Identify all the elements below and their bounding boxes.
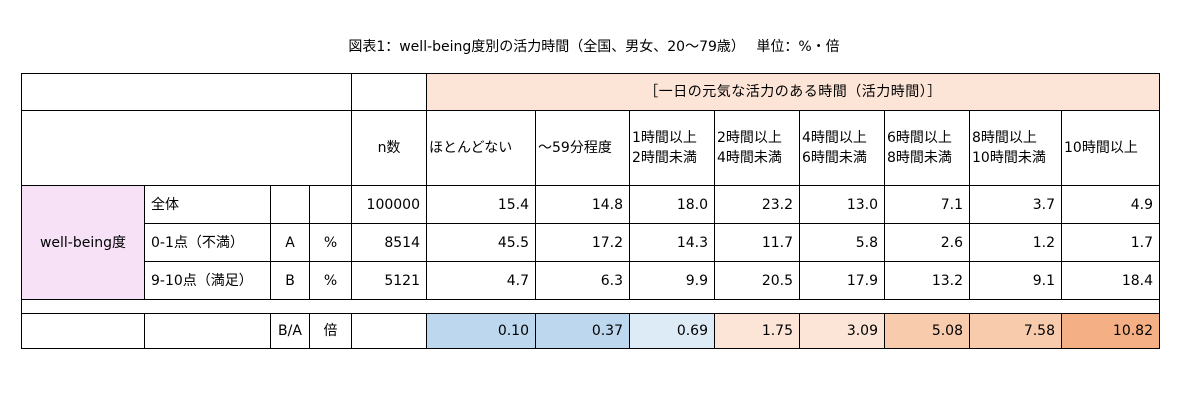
column-header: 6時間以上 8時間未満	[884, 110, 970, 186]
value-cell: 5.8	[799, 223, 885, 262]
ratio-value-cell: 1.75	[714, 313, 800, 349]
value-cell: 14.3	[629, 223, 715, 262]
value-cell: 17.9	[799, 261, 885, 300]
header-row-columns: n数 ほとんどない ～59分程度 1時間以上 2時間未満 2時間以上 4時間未満 4…	[21, 110, 1160, 186]
value-cell: 13.2	[884, 261, 970, 300]
table-row: well-being度 全体 100000 15.4 14.8 18.0 23.…	[21, 185, 1160, 300]
column-header: 4時間以上 6時間未満	[799, 110, 885, 186]
data-table: ［一日の元気な活力のある時間（活力時間）］ n数 ほとんどない ～59分程度 1…	[21, 73, 1160, 349]
value-cell: 1.2	[969, 223, 1062, 262]
value-cell: 45.5	[426, 223, 536, 262]
value-cell: 15.4	[426, 185, 536, 224]
row-code: B	[270, 261, 310, 300]
value-cell: 6.3	[535, 261, 630, 300]
ratio-value-cell: 10.82	[1061, 313, 1160, 349]
corner-cell	[21, 73, 352, 111]
value-cell: 4.7	[426, 261, 536, 300]
ratio-value-cell: 0.37	[535, 313, 630, 349]
ratio-value-cell: 0.69	[629, 313, 715, 349]
n-cell: 8514	[351, 223, 427, 262]
row-label: 全体	[144, 185, 271, 224]
row-unit	[309, 185, 352, 224]
ratio-value-cell: 0.10	[426, 313, 536, 349]
spacer-cell	[21, 299, 1160, 314]
header-row-top: ［一日の元気な活力のある時間（活力時間）］	[21, 73, 1160, 111]
n-cell: 100000	[351, 185, 427, 224]
column-header: ～59分程度	[535, 110, 630, 186]
blank-cell	[144, 313, 271, 349]
blank-cell	[21, 313, 145, 349]
table-row: 0-1点（不満） A % 8514 45.5 17.2 14.3 11.7 5.…	[22, 223, 1160, 262]
value-cell: 18.4	[1061, 261, 1160, 300]
row-unit: %	[309, 261, 352, 300]
value-cell: 18.0	[629, 185, 715, 224]
row-unit: %	[309, 223, 352, 262]
ratio-unit: 倍	[309, 313, 352, 349]
value-cell: 4.9	[1061, 185, 1160, 224]
value-cell: 23.2	[714, 185, 800, 224]
value-cell: 2.6	[884, 223, 970, 262]
column-header: 1時間以上 2時間未満	[629, 110, 715, 186]
value-cell: 13.0	[799, 185, 885, 224]
value-cell: 9.1	[969, 261, 1062, 300]
spacer-row	[21, 299, 1160, 314]
row-label: 0-1点（不満）	[144, 223, 271, 262]
column-header: 8時間以上 10時間未満	[969, 110, 1062, 186]
value-cell: 1.7	[1061, 223, 1160, 262]
value-cell: 9.9	[629, 261, 715, 300]
row-code: A	[270, 223, 310, 262]
corner-cell	[21, 110, 352, 186]
row-code	[270, 185, 310, 224]
column-header: 10時間以上	[1061, 110, 1160, 186]
value-cell: 17.2	[535, 223, 630, 262]
value-cell: 3.7	[969, 185, 1062, 224]
n-cell: 5121	[351, 261, 427, 300]
value-cell: 7.1	[884, 185, 970, 224]
ratio-value-cell: 3.09	[799, 313, 885, 349]
blank-cell	[351, 73, 427, 111]
figure-title: 図表1：well-being度別の活力時間（全国、男女、20～79歳） 単位：%…	[348, 39, 840, 55]
blank-cell	[351, 313, 427, 349]
value-cell: 14.8	[535, 185, 630, 224]
ratio-row: B/A 倍 0.10 0.37 0.69 1.75 3.09 5.08 7.58…	[21, 313, 1160, 349]
column-header: ほとんどない	[426, 110, 536, 186]
ratio-code: B/A	[270, 313, 310, 349]
table-row: 9-10点（満足） B % 5121 4.7 6.3 9.9 20.5 17.9…	[22, 261, 1160, 300]
column-header: 2時間以上 4時間未満	[714, 110, 800, 186]
ratio-value-cell: 5.08	[884, 313, 970, 349]
value-cell: 20.5	[714, 261, 800, 300]
ratio-value-cell: 7.58	[969, 313, 1062, 349]
group-label: well-being度	[21, 185, 145, 300]
row-label: 9-10点（満足）	[144, 261, 271, 300]
value-cell: 11.7	[714, 223, 800, 262]
banner-cell: ［一日の元気な活力のある時間（活力時間）］	[426, 73, 1160, 111]
n-header: n数	[351, 110, 427, 186]
